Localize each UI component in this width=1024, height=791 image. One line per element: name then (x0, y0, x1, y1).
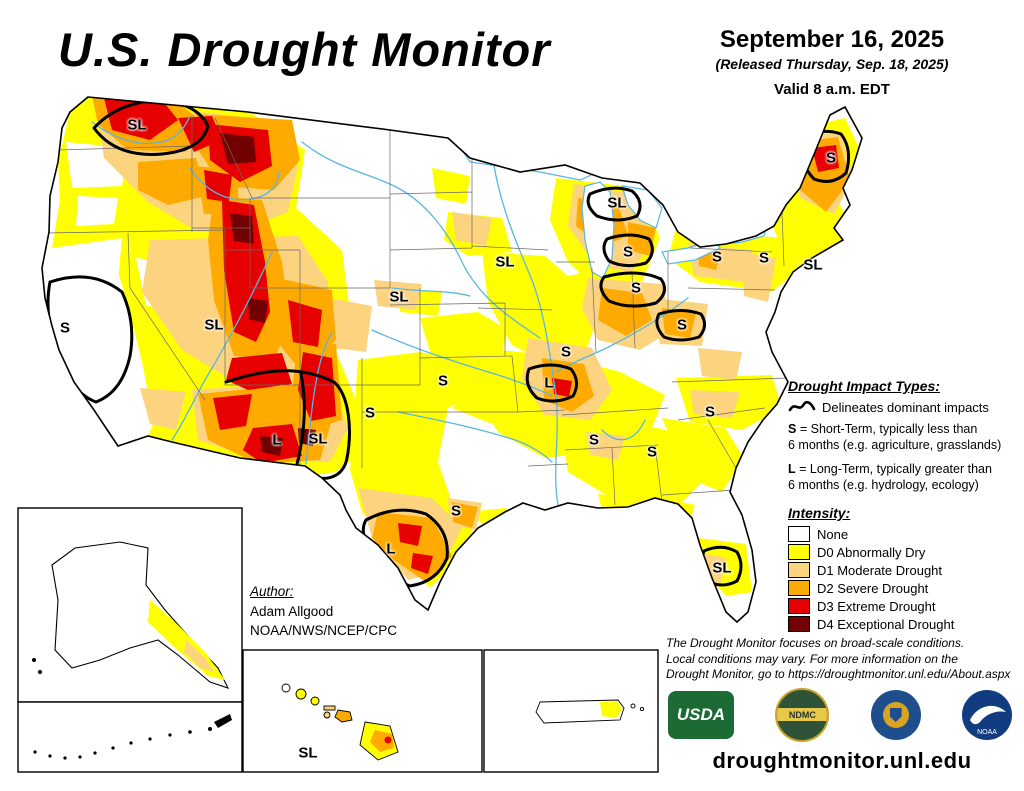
impact-types-legend: Drought Impact Types: Delineates dominan… (788, 378, 1020, 503)
ndmc-logo-text: NDMC (777, 708, 828, 721)
intensity-swatch (788, 598, 810, 614)
intensity-label: D4 Exceptional Drought (817, 616, 955, 632)
d4-regions (220, 133, 316, 456)
ndmc-logo: NDMC (775, 688, 830, 742)
intensity-row: D1 Moderate Drought (788, 562, 1020, 578)
noaa-logo: NOAA (961, 690, 1012, 740)
commerce-seal-logo (870, 690, 921, 740)
svg-text:NOAA: NOAA (977, 729, 997, 736)
author-org: NOAA/NWS/NCEP/CPC (250, 623, 398, 639)
puerto-rico-shape (535, 699, 645, 724)
impact-types-heading: Drought Impact Types: (788, 378, 940, 394)
intensity-label: D1 Moderate Drought (817, 562, 943, 578)
delineation-row: Delineates dominant impacts (788, 399, 1020, 415)
intensity-label: D0 Abnormally Dry (817, 544, 926, 560)
hawaii-islands (281, 683, 399, 761)
commerce-seal-emblem (882, 702, 909, 728)
valid-time: Valid 8 a.m. EDT (774, 81, 890, 98)
intensity-rows: None D0 Abnormally Dry D1 Moderate Drought… (788, 526, 1020, 632)
short-term-definition: S = Short-Term, typically less than 6 mo… (788, 422, 1020, 453)
disclaimer-text: The Drought Monitor focuses on broad-sca… (666, 636, 1011, 682)
aleutian-chain (33, 714, 232, 760)
intensity-legend: Intensity: None D0 Abnormally Dry D1 Moder… (788, 505, 1020, 634)
short-term-letter: S (788, 422, 797, 436)
intensity-label: D3 Extreme Drought (817, 598, 936, 614)
intensity-row: D3 Extreme Drought (788, 598, 1020, 614)
date-block: September 16, 2025 (Released Thursday, S… (656, 26, 1008, 98)
intensity-swatch (788, 580, 810, 596)
author-name: Adam Allgood (250, 603, 334, 619)
intensity-label: None (817, 526, 849, 542)
usda-logo-text: USDA (676, 705, 726, 724)
long-term-text: = Long-Term, typically greater than 6 mo… (788, 462, 992, 492)
noaa-bird-icon: NOAA (969, 705, 1006, 736)
delineation-squiggle-icon (788, 400, 816, 412)
intensity-swatch (788, 544, 810, 560)
intensity-swatch (788, 616, 810, 632)
release-date: (Released Thursday, Sep. 18, 2025) (715, 56, 949, 72)
aleutian-inset-box (17, 701, 243, 773)
page-title: U.S. Drought Monitor (58, 23, 551, 76)
long-term-letter: L (788, 462, 796, 477)
hawaii-inset-box (242, 649, 483, 773)
logo-row: USDA NDMC NOAA (668, 688, 1012, 742)
author-block: Author: Adam Allgood NOAA/NWS/NCEP/CPC (250, 582, 397, 641)
intensity-swatch (788, 562, 810, 578)
us-outline (41, 96, 863, 624)
map-date: September 16, 2025 (719, 26, 945, 53)
state-borders (44, 116, 789, 506)
short-term-text: = Short-Term, typically less than 6 mont… (788, 422, 1002, 452)
delineation-text: Delineates dominant impacts (822, 399, 989, 415)
intensity-row: D0 Abnormally Dry (788, 544, 1020, 560)
site-url-link[interactable]: droughtmonitor.unl.edu (712, 748, 972, 773)
author-heading: Author: (250, 584, 294, 599)
intensity-heading: Intensity: (788, 505, 851, 521)
commerce-shield-icon (889, 708, 902, 722)
intensity-label: D2 Severe Drought (817, 580, 929, 596)
intensity-row: D2 Severe Drought (788, 580, 1020, 596)
rivers (91, 115, 689, 506)
intensity-row: None (788, 526, 1020, 542)
usda-logo: USDA (668, 691, 734, 739)
intensity-row: D4 Exceptional Drought (788, 616, 1020, 632)
intensity-swatch (788, 526, 810, 542)
long-term-definition: L = Long-Term, typically greater than 6 … (788, 462, 1020, 493)
alaska-shape (32, 541, 230, 689)
